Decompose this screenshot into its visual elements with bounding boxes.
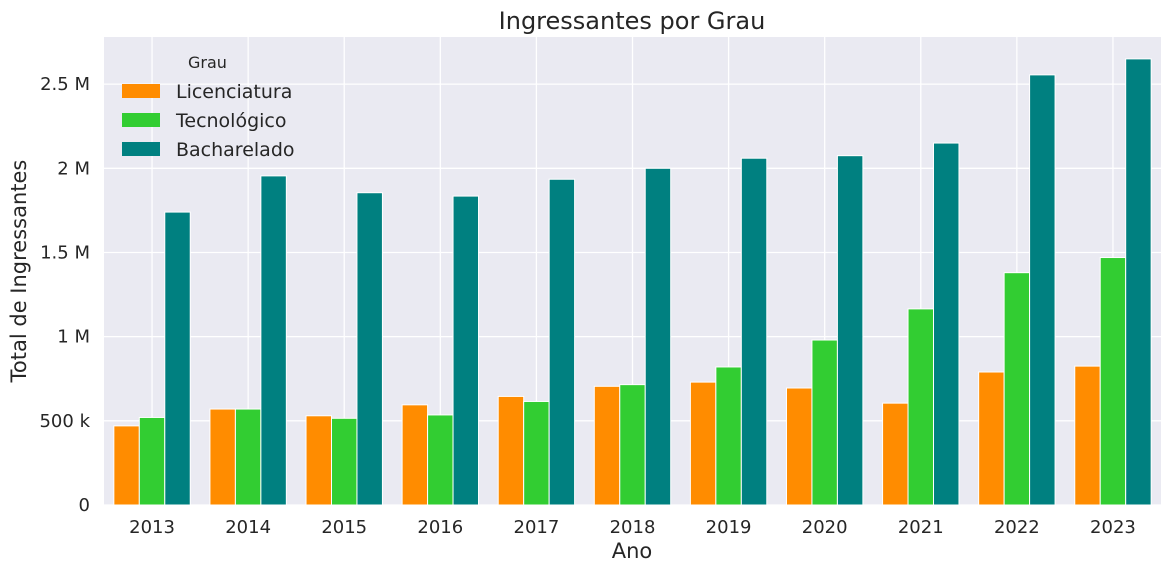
legend-label: Tecnológico [175,110,287,132]
y-axis-title: Total de Ingressantes [7,160,31,384]
bar-bacharelado-2023 [1125,58,1152,506]
bar-licenciatura-2013 [113,425,140,506]
bar-tecnolgico-2019 [715,366,742,506]
bar-licenciatura-2021 [882,402,909,506]
bar-tecnolgico-2023 [1099,257,1127,506]
y-tick-labels: 0 500 k 1 M 1.5 M 2 M 2.5 M [39,74,90,516]
x-tick-label: 2016 [417,517,463,538]
x-tick-label: 2023 [1090,517,1136,538]
y-tick-label: 1.5 M [40,242,90,263]
y-tick-label: 1 M [57,327,90,348]
bar-bacharelado-2013 [164,211,191,506]
legend-swatch [122,84,160,98]
bar-bacharelado-2016 [452,195,480,506]
legend-title: Grau [188,53,227,72]
x-axis-title: Ano [612,539,653,563]
bar-tecnolgico-2013 [138,416,166,506]
bar-bacharelado-2022 [1029,74,1056,506]
y-tick-label: 2 M [57,158,90,179]
legend-items: Licenciatura Tecnológico Bacharelado [122,81,295,161]
bar-licenciatura-2019 [689,381,717,506]
bar-tecnolgico-2021 [907,308,935,506]
bar-licenciatura-2022 [978,371,1005,506]
bar-bacharelado-2018 [644,167,672,506]
y-tick-label: 500 k [39,411,90,432]
x-tick-label: 2019 [706,517,752,538]
bar-tecnolgico-2020 [811,339,838,506]
x-tick-label: 2017 [514,517,560,538]
bars [113,58,1152,506]
x-tick-label: 2014 [225,517,271,538]
x-tick-label: 2021 [898,517,944,538]
x-tick-label: 2018 [610,517,656,538]
bar-tecnolgico-2017 [523,400,550,506]
x-tick-label: 2015 [321,517,367,538]
legend-swatch [122,113,160,127]
x-tick-label: 2020 [802,517,848,538]
x-tick-label: 2013 [129,517,175,538]
bar-tecnolgico-2015 [330,417,358,506]
bar-licenciatura-2017 [497,395,525,506]
bar-tecnolgico-2022 [1003,272,1031,506]
bar-bacharelado-2020 [836,155,864,506]
bar-licenciatura-2015 [305,415,332,506]
bar-bacharelado-2019 [740,157,768,506]
bar-licenciatura-2016 [401,404,429,506]
bar-bacharelado-2015 [356,192,383,506]
bar-licenciatura-2023 [1074,365,1101,506]
bar-tecnolgico-2018 [619,384,646,506]
x-tick-labels: 2013 2014 2015 2016 2017 2018 2019 2020 2021 2022… [129,517,1136,538]
legend-label: Licenciatura [176,81,292,103]
y-tick-label: 2.5 M [40,74,90,95]
y-tick-label: 0 [79,495,90,516]
x-tick-label: 2022 [994,517,1040,538]
bar-bacharelado-2014 [260,175,287,506]
bar-licenciatura-2014 [209,408,236,506]
legend: Grau Licenciatura Tecnológico Bacharelado [122,53,295,161]
legend-swatch [122,142,160,156]
bar-bacharelado-2021 [933,142,960,506]
bar-tecnolgico-2014 [234,408,262,506]
bar-licenciatura-2018 [593,385,621,506]
legend-label: Bacharelado [176,139,295,161]
bar-tecnolgico-2016 [427,414,454,506]
chart-title: Ingressantes por Grau [499,7,766,35]
bar-licenciatura-2020 [785,387,813,506]
bar-bacharelado-2017 [548,178,576,506]
